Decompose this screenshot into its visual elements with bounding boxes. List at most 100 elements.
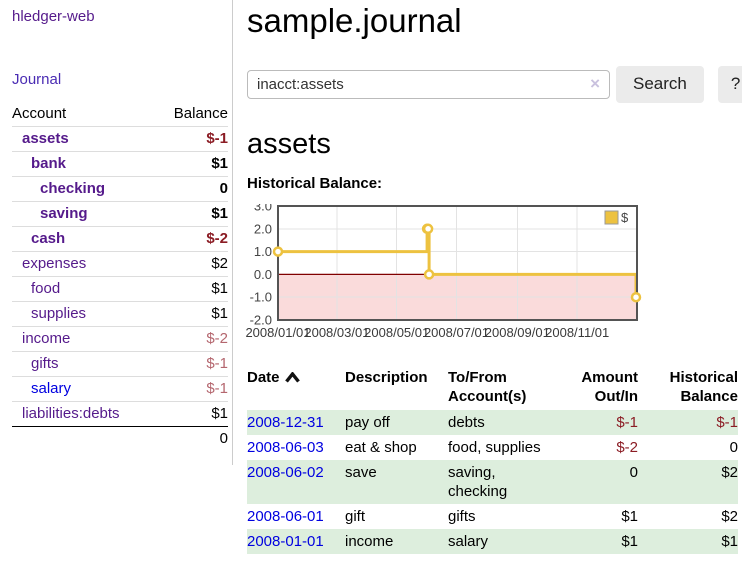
transaction-description: income [345,532,394,550]
transaction-balance: $2 [721,507,738,525]
transaction-date-link[interactable]: 2008-06-02 [247,463,324,481]
svg-text:2008/05/01: 2008/05/01 [364,325,429,340]
sort-asc-icon [284,371,300,383]
register-header-description[interactable]: Description [345,368,428,386]
transaction-description: pay off [345,413,390,431]
transaction-accounts: saving, checking [448,463,508,500]
account-row: expenses $2 [12,251,228,277]
balance-chart: $3.0 2.0 1.0 0.0 -1.0 -2.0 2008/01/01 2008/03/0… [245,198,739,344]
svg-text:-2.0: -2.0 [250,312,272,327]
account-balance: $-2 [206,330,228,347]
account-link-income[interactable]: income [22,330,71,347]
account-balance: $1 [211,305,228,322]
accounts-header-row: Account Balance [12,102,228,127]
page: hledger-web Journal Account Balance asse… [0,0,742,554]
account-link-bank[interactable]: bank [31,155,67,172]
account-row: bank $1 [12,151,228,177]
search-input[interactable] [247,69,610,99]
account-balance: $-1 [206,130,228,147]
account-link-checking[interactable]: checking [40,180,106,197]
transaction-date-link[interactable]: 2008-06-03 [247,438,324,456]
transaction-balance: $-1 [716,413,738,431]
register-row: 2008-01-01 income salary $1 $1 [247,528,738,554]
svg-text:2.0: 2.0 [254,221,272,236]
account-balance: $1 [211,280,228,297]
search-form: × Search ? [247,65,742,103]
accounts-header-balance: Balance [173,105,228,122]
transaction-balance: $1 [721,532,738,550]
account-link-food[interactable]: food [31,280,61,297]
account-row: assets $-1 [12,126,228,152]
transaction-amount: $-1 [616,413,638,431]
register-row: 2008-12-31 pay off debts $-1 $-1 [247,409,738,435]
account-row: supplies $1 [12,301,228,327]
main-content: sample.journal × Search ? assets Histori… [245,0,742,554]
svg-text:1.0: 1.0 [254,244,272,259]
svg-text:0.0: 0.0 [254,267,272,282]
register-row: 2008-06-03 eat & shop food, supplies $-2 0 [247,435,738,460]
account-row: checking 0 [12,176,228,202]
register-header-date[interactable]: Date [247,366,345,410]
transaction-amount: $1 [621,507,638,525]
transaction-date-link[interactable]: 2008-06-01 [247,507,324,525]
transaction-accounts: debts [448,413,485,431]
account-balance: $1 [211,155,228,172]
transaction-description: save [345,463,377,481]
account-balance: 0 [219,180,228,197]
transaction-accounts: salary [448,532,489,550]
register-header-to-from-account-s-[interactable]: To/From Account(s) [448,368,527,405]
account-link-gifts[interactable]: gifts [31,355,59,372]
account-link-assets[interactable]: assets [22,130,69,147]
account-balance: $-2 [206,230,228,247]
account-link-liabilities-debts[interactable]: liabilities:debts [22,405,120,422]
account-row: income $-2 [12,326,228,352]
account-link-saving[interactable]: saving [40,205,88,222]
account-balance: $1 [211,405,228,422]
sidebar: hledger-web Journal Account Balance asse… [0,0,233,465]
svg-text:2008/01/01: 2008/01/01 [245,325,310,340]
register-header-row: Date Description To/From Account(s) Amount … [247,366,738,410]
account-row: cash $-2 [12,226,228,252]
help-button[interactable]: ? [717,65,742,103]
account-row: food $1 [12,276,228,302]
account-link-cash[interactable]: cash [31,230,66,247]
register-body: 2008-12-31 pay off debts $-1 $-1 2008-06-03 ea… [247,409,738,554]
account-balance: $2 [211,255,228,272]
transaction-accounts: food, supplies [448,438,541,456]
account-balance: $-1 [206,355,228,372]
transaction-description: eat & shop [345,438,417,456]
register-table: Date Description To/From Account(s) Amount … [247,366,738,554]
transaction-balance: 0 [729,438,738,456]
search-input-wrap: × [247,69,610,99]
svg-text:2008/07/01: 2008/07/01 [424,325,489,340]
transaction-amount: $-2 [616,438,638,456]
account-row: saving $1 [12,201,228,227]
svg-text:2008/03/01: 2008/03/01 [304,325,369,340]
register-row: 2008-06-01 gift gifts $1 $2 [247,504,738,529]
clear-search-icon[interactable]: × [590,74,600,94]
accounts-body: assets $-1 bank $1 checking 0 saving $1 cash $-2 e… [12,126,228,452]
register-header-historical-balance[interactable]: Historical Balance [669,368,738,405]
sidebar-nav: Journal [12,71,228,102]
account-balance: $1 [211,205,228,222]
accounts-header-account: Account [12,105,67,122]
account-heading: assets [247,127,331,160]
app-brand-link[interactable]: hledger-web [12,8,95,25]
transaction-amount: $1 [621,532,638,550]
transaction-amount: 0 [629,463,638,481]
account-row: salary $-1 [12,376,228,402]
account-row: gifts $-1 [12,351,228,377]
accounts-table: Account Balance assets $-1 bank $1 checking 0… [12,102,228,451]
account-link-expenses[interactable]: expenses [22,255,87,272]
transaction-date-link[interactable]: 2008-01-01 [247,532,324,550]
transaction-accounts: gifts [448,507,476,525]
transaction-date-link[interactable]: 2008-12-31 [247,413,324,431]
search-button[interactable]: Search [616,65,704,103]
register-header-amount-out-in[interactable]: Amount Out/In [581,368,638,405]
account-link-supplies[interactable]: supplies [31,305,87,322]
sidebar-item-journal[interactable]: Journal [12,71,62,88]
legend-label: $ [621,210,629,225]
account-link-salary[interactable]: salary [31,380,72,397]
svg-text:2008/09/01: 2008/09/01 [485,325,550,340]
register-row: 2008-06-02 save saving, checking 0 $2 [247,459,738,504]
